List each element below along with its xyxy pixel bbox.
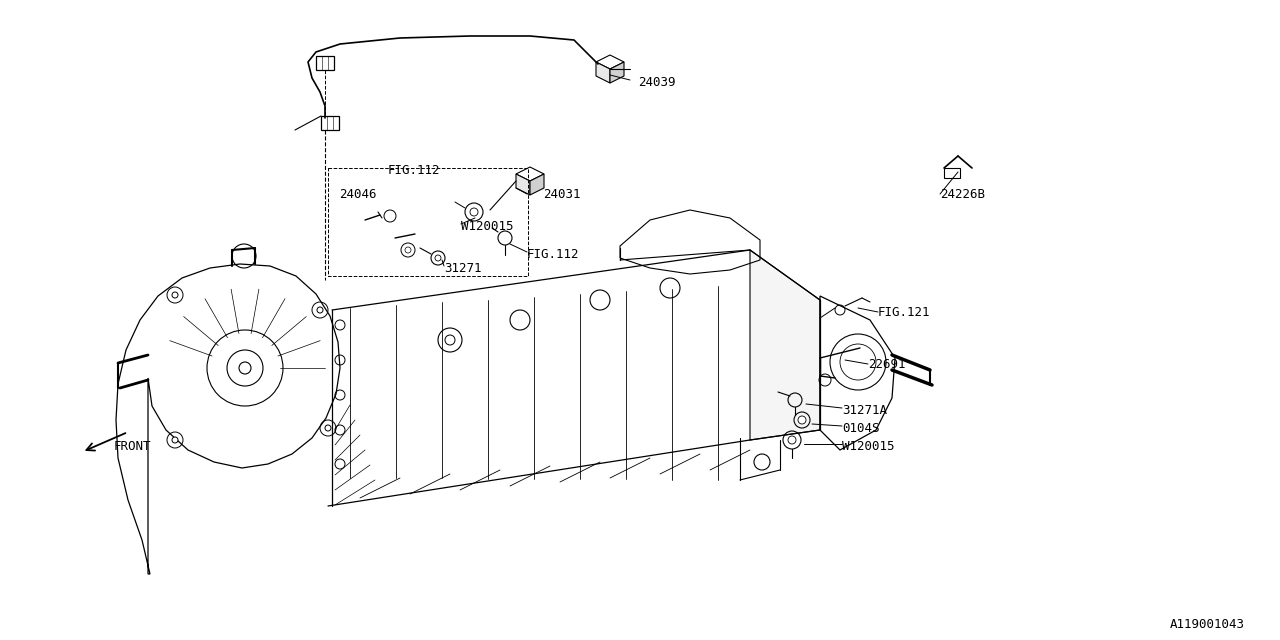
Text: 24039: 24039: [637, 76, 676, 89]
Circle shape: [797, 416, 806, 424]
Circle shape: [435, 255, 442, 261]
Circle shape: [172, 437, 178, 443]
Polygon shape: [516, 174, 530, 195]
Text: FIG.112: FIG.112: [527, 248, 580, 261]
Text: 24226B: 24226B: [940, 188, 986, 201]
Polygon shape: [530, 174, 544, 195]
Polygon shape: [596, 62, 611, 83]
Circle shape: [325, 425, 332, 431]
Text: W120015: W120015: [461, 220, 513, 233]
Text: 0104S: 0104S: [842, 422, 879, 435]
Text: A119001043: A119001043: [1170, 618, 1245, 631]
Circle shape: [172, 292, 178, 298]
Polygon shape: [516, 167, 544, 181]
Text: 31271: 31271: [444, 262, 481, 275]
Text: W120015: W120015: [842, 440, 895, 453]
Polygon shape: [596, 55, 625, 69]
Bar: [328, 168, 529, 276]
Bar: [321, 116, 339, 130]
Polygon shape: [750, 250, 820, 440]
Text: FIG.112: FIG.112: [388, 164, 440, 177]
Bar: [316, 56, 334, 70]
Text: 22691: 22691: [868, 358, 905, 371]
Text: FRONT: FRONT: [114, 440, 151, 453]
Text: 31271A: 31271A: [842, 404, 887, 417]
Polygon shape: [611, 62, 625, 83]
Circle shape: [317, 307, 323, 313]
Bar: [945, 168, 960, 178]
Circle shape: [239, 362, 251, 374]
Text: 24046: 24046: [339, 188, 376, 201]
Text: FIG.121: FIG.121: [878, 306, 931, 319]
Text: 24031: 24031: [543, 188, 581, 201]
